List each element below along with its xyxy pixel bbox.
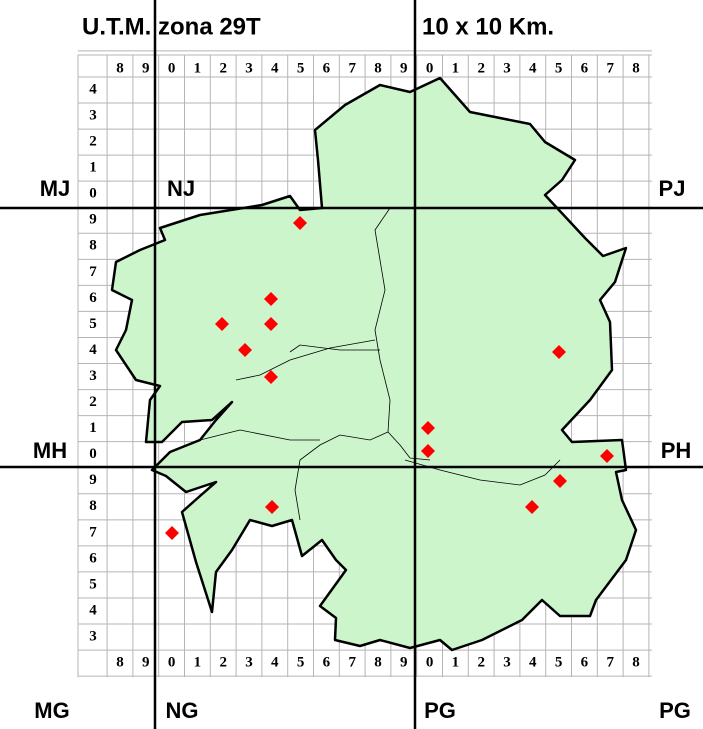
column-label: 9 <box>400 654 408 670</box>
column-label: 2 <box>477 654 485 670</box>
zone-label: PG <box>659 698 691 723</box>
column-label: 8 <box>116 654 124 670</box>
map-scale: 10 x 10 Km. <box>422 13 554 40</box>
column-label: 4 <box>529 60 537 76</box>
zone-label: NJ <box>167 176 195 201</box>
row-label: 2 <box>89 134 97 150</box>
map-title: U.T.M. zona 29T <box>82 13 261 40</box>
sighting-marker <box>265 500 279 514</box>
row-label: 3 <box>89 628 97 644</box>
column-label: 8 <box>632 60 640 76</box>
column-label: 2 <box>219 60 227 76</box>
sighting-marker <box>215 317 229 331</box>
column-label: 7 <box>606 60 614 76</box>
column-label: 4 <box>529 654 537 670</box>
sighting-marker <box>293 216 307 230</box>
zone-label: MG <box>34 698 69 723</box>
column-label: 0 <box>426 60 434 76</box>
row-label: 5 <box>89 316 97 332</box>
row-label: 5 <box>89 576 97 592</box>
row-label: 3 <box>89 107 97 123</box>
column-label: 3 <box>503 654 511 670</box>
column-label: 0 <box>426 654 434 670</box>
row-label: 7 <box>89 524 97 540</box>
column-label: 2 <box>477 60 485 76</box>
sighting-marker <box>264 370 278 384</box>
column-label: 6 <box>323 60 331 76</box>
row-label: 1 <box>89 160 97 176</box>
row-label: 6 <box>89 550 97 566</box>
column-label: 1 <box>194 654 202 670</box>
column-label: 3 <box>503 60 511 76</box>
row-label: 1 <box>89 420 97 436</box>
column-label: 3 <box>245 60 253 76</box>
column-label: 2 <box>219 654 227 670</box>
zone-label: NG <box>166 698 199 723</box>
labels: 8 8 9 9 0 0 1 1 2 2 3 3 4 4 5 5 6 6 7 7 8 8 9 9 0 0 1 1 2 2 3 3 4 4 5 5 6 6 7 7… <box>33 60 691 722</box>
row-label: 7 <box>89 264 97 280</box>
column-label: 7 <box>348 654 356 670</box>
row-label: 0 <box>89 446 97 462</box>
column-label: 6 <box>581 60 589 76</box>
zone-label: MH <box>33 438 67 463</box>
sighting-marker <box>421 421 435 435</box>
column-label: 1 <box>452 654 460 670</box>
row-label: 9 <box>89 212 97 228</box>
column-label: 5 <box>297 654 305 670</box>
row-label: 9 <box>89 472 97 488</box>
column-label: 9 <box>400 60 408 76</box>
column-label: 9 <box>142 654 150 670</box>
zone-label: MJ <box>40 176 71 201</box>
column-label: 7 <box>606 654 614 670</box>
row-label: 8 <box>89 498 97 514</box>
row-label: 4 <box>89 342 97 358</box>
zone-label: PG <box>424 698 456 723</box>
sighting-marker <box>165 526 179 540</box>
column-label: 8 <box>116 60 124 76</box>
row-label: 4 <box>89 81 97 97</box>
column-label: 4 <box>271 654 279 670</box>
column-label: 6 <box>323 654 331 670</box>
sightings <box>165 216 614 540</box>
sighting-marker <box>525 500 539 514</box>
row-label: 3 <box>89 368 97 384</box>
sighting-marker <box>238 343 252 357</box>
row-label: 4 <box>89 602 97 618</box>
sighting-marker <box>264 292 278 306</box>
column-label: 5 <box>555 60 563 76</box>
internal-borders <box>199 207 561 521</box>
row-label: 0 <box>89 186 97 202</box>
column-label: 1 <box>452 60 460 76</box>
sighting-marker <box>552 345 566 359</box>
column-label: 4 <box>271 60 279 76</box>
region-outline <box>110 76 638 652</box>
column-label: 7 <box>348 60 356 76</box>
zone-label: PH <box>661 438 692 463</box>
column-label: 0 <box>168 60 176 76</box>
column-label: 6 <box>581 654 589 670</box>
row-label: 6 <box>89 290 97 306</box>
column-label: 3 <box>245 654 253 670</box>
column-label: 8 <box>374 654 382 670</box>
sighting-marker <box>553 474 567 488</box>
row-label: 2 <box>89 394 97 410</box>
sighting-marker <box>264 317 278 331</box>
sighting-marker <box>600 449 614 463</box>
column-label: 5 <box>297 60 305 76</box>
column-label: 0 <box>168 654 176 670</box>
column-label: 8 <box>374 60 382 76</box>
column-label: 5 <box>555 654 563 670</box>
zone-label: PJ <box>659 176 686 201</box>
column-label: 9 <box>142 60 150 76</box>
column-label: 8 <box>632 654 640 670</box>
column-label: 1 <box>194 60 202 76</box>
row-label: 8 <box>89 238 97 254</box>
sighting-marker <box>421 444 435 458</box>
